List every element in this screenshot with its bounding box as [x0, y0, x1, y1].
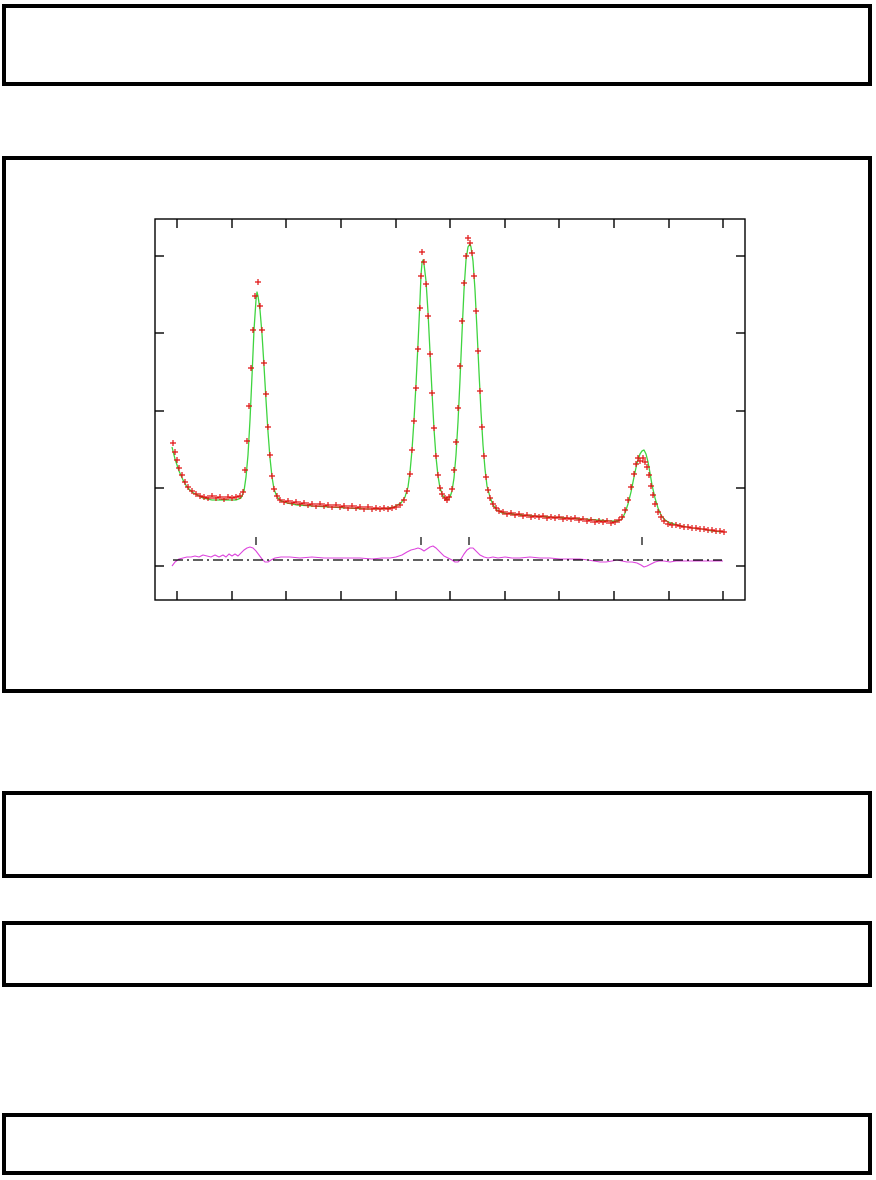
header-box — [2, 4, 872, 86]
footer-box — [2, 1113, 872, 1175]
figure-box — [2, 156, 872, 693]
content-box-2 — [2, 921, 872, 987]
diffraction-plot — [154, 218, 746, 601]
difference-curve — [171, 545, 723, 568]
observed-markers — [170, 235, 727, 535]
calculated-curve — [171, 243, 725, 533]
plot-frame — [154, 218, 746, 601]
content-box-1 — [2, 791, 872, 878]
